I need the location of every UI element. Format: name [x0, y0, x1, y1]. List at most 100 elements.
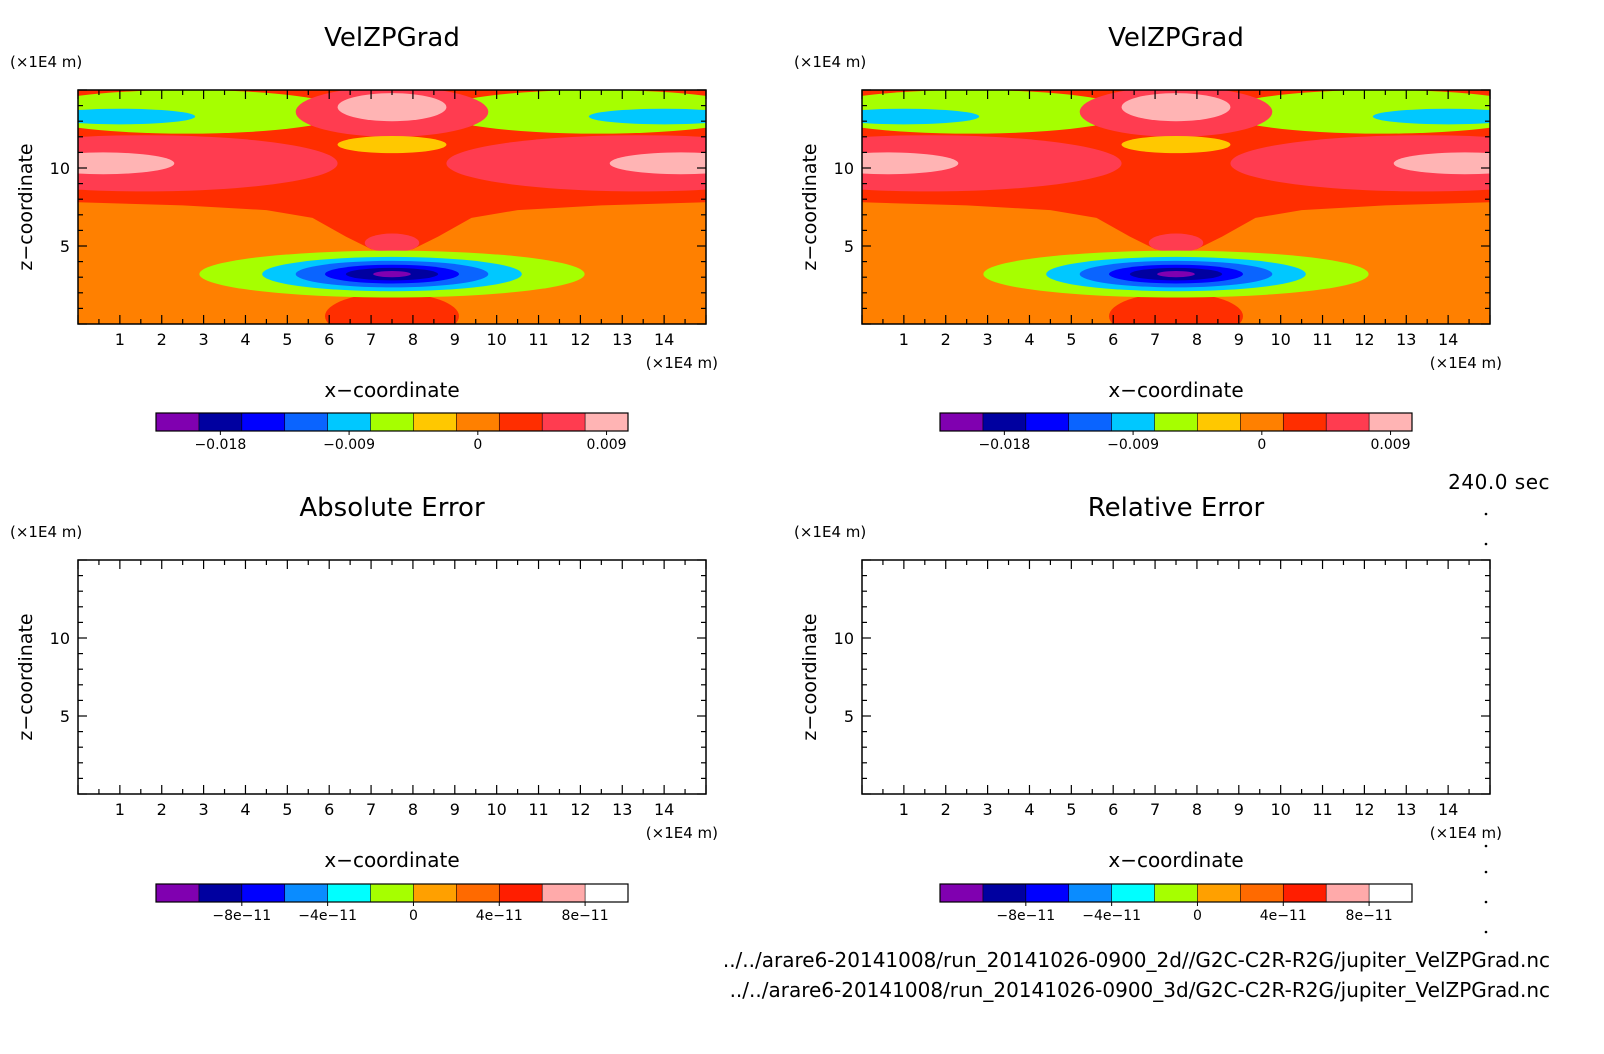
colorbar-swatch: [1154, 884, 1198, 902]
contour-region: [446, 135, 706, 192]
colorbar-swatch: [940, 413, 983, 431]
colorbar-swatch: [1326, 413, 1370, 431]
x-tick-label: 12: [570, 330, 590, 349]
contour-field: [862, 90, 1490, 324]
contour-region: [364, 233, 420, 253]
x-tick-label: 6: [1108, 330, 1118, 349]
x-tick-label: 8: [408, 330, 418, 349]
colorbar-swatch: [241, 413, 285, 431]
x-tick-label: 6: [1108, 800, 1118, 819]
x-tick-label: 4: [1024, 330, 1034, 349]
margin-dot: [1484, 512, 1488, 516]
x-tick-label: 8: [408, 800, 418, 819]
x-tick-label: 12: [570, 800, 590, 819]
contour-region: [337, 136, 447, 154]
margin-dot: [1484, 870, 1488, 874]
colorbar-tick-label: 0: [1193, 908, 1202, 924]
colorbar-swatch: [1240, 884, 1284, 902]
x-tick-label: 5: [282, 800, 292, 819]
x-tick-label: 12: [1354, 800, 1374, 819]
colorbar-tick-label: −0.009: [323, 437, 375, 453]
colorbar-swatch: [198, 413, 242, 431]
colorbar: −0.018 −0.009 0 0.009: [939, 412, 1413, 453]
x-tick-label: 5: [282, 330, 292, 349]
margin-dot: [1484, 542, 1488, 546]
x-unit-label: (×1E4 m): [646, 824, 718, 842]
panel-1: VelZPGrad(×1E4 m)1 2 3 4 5 6 7 8 9 10 11 12 13 14510(…: [10, 23, 718, 453]
x-tick-label: 3: [199, 330, 209, 349]
x-tick-label: 3: [199, 800, 209, 819]
colorbar-swatch: [542, 413, 586, 431]
plot-title: VelZPGrad: [1108, 23, 1244, 53]
x-axis-label: x−coordinate: [1108, 378, 1243, 402]
x-unit-label: (×1E4 m): [1430, 354, 1502, 372]
colorbar-swatch: [284, 884, 328, 902]
panel-2: VelZPGrad(×1E4 m)1 2 3 4 5 6 7 8 9 10 11 12 13 14510(…: [794, 23, 1502, 453]
x-tick-label: 8: [1192, 800, 1202, 819]
colorbar-tick-label: 0.009: [586, 437, 626, 453]
margin-dot: [1484, 900, 1488, 904]
colorbar-swatch: [1283, 413, 1327, 431]
colorbar-tick-label: −0.018: [978, 437, 1030, 453]
x-tick-label: 9: [450, 330, 460, 349]
x-tick-label: 11: [528, 800, 548, 819]
contour-region: [1148, 233, 1204, 253]
colorbar-swatch: [456, 884, 500, 902]
x-unit-label: (×1E4 m): [1430, 824, 1502, 842]
colorbar-swatch: [982, 884, 1026, 902]
y-tick-label: 10: [834, 159, 854, 178]
x-tick-label: 2: [157, 330, 167, 349]
panel-4: Relative Error(×1E4 m)1 2 3 4 5 6 7 8 9 10 11 12 13 1…: [794, 493, 1502, 924]
panel-3: Absolute Error(×1E4 m)1 2 3 4 5 6 7 8 9 10 11 12 13 1…: [10, 493, 718, 924]
contour-region: [862, 135, 1122, 192]
x-tick-label: 1: [115, 800, 125, 819]
contour-region: [325, 292, 459, 324]
colorbar-swatch: [413, 884, 457, 902]
colorbar-swatch: [542, 884, 586, 902]
y-tick-label: 5: [60, 237, 70, 256]
colorbar-swatch: [1068, 884, 1112, 902]
colorbar-tick-label: 4e−11: [476, 908, 523, 924]
colorbar-swatch: [156, 884, 199, 902]
colorbar-swatch: [1068, 413, 1112, 431]
colorbar-swatch: [940, 884, 983, 902]
x-tick-label: 13: [1396, 800, 1416, 819]
colorbar-swatch: [982, 413, 1026, 431]
plot-frame: [861, 559, 1491, 795]
x-tick-label: 6: [324, 330, 334, 349]
x-tick-label: 11: [1312, 330, 1332, 349]
contour-region: [588, 108, 706, 125]
colorbar-swatch: [156, 413, 199, 431]
colorbar-tick-label: 8e−11: [1346, 908, 1393, 924]
x-tick-label: 14: [654, 330, 674, 349]
colorbar-tick-label: 0.009: [1370, 437, 1410, 453]
contour-region: [373, 270, 411, 278]
colorbar-swatch: [1111, 884, 1155, 902]
x-tick-label: 10: [1270, 800, 1290, 819]
x-tick-label: 12: [1354, 330, 1374, 349]
contour-region: [862, 108, 980, 125]
x-tick-label: 10: [486, 800, 506, 819]
x-axis-label: x−coordinate: [324, 848, 459, 872]
colorbar-swatch: [1240, 413, 1284, 431]
colorbar-swatch: [499, 884, 543, 902]
colorbar-tick-label: 0: [409, 908, 418, 924]
colorbar-swatch: [1154, 413, 1198, 431]
colorbar-tick-label: 0: [1257, 437, 1266, 453]
colorbar-tick-label: −8e−11: [996, 908, 1055, 924]
contour-region: [78, 108, 196, 125]
contour-region: [78, 135, 338, 192]
x-tick-label: 7: [366, 330, 376, 349]
colorbar: −0.018 −0.009 0 0.009: [155, 412, 629, 453]
contour-region: [1372, 108, 1490, 125]
x-tick-label: 2: [941, 330, 951, 349]
colorbar-swatch: [1197, 884, 1241, 902]
y-unit-label: (×1E4 m): [794, 523, 866, 541]
x-tick-label: 14: [1438, 330, 1458, 349]
y-tick-label: 10: [834, 629, 854, 648]
colorbar-swatch: [370, 884, 414, 902]
x-tick-label: 11: [528, 330, 548, 349]
source-file-2d: ../../arare6-20141008/run_20141026-0900_…: [722, 948, 1550, 972]
contour-region: [609, 152, 706, 175]
y-tick-label: 5: [844, 237, 854, 256]
